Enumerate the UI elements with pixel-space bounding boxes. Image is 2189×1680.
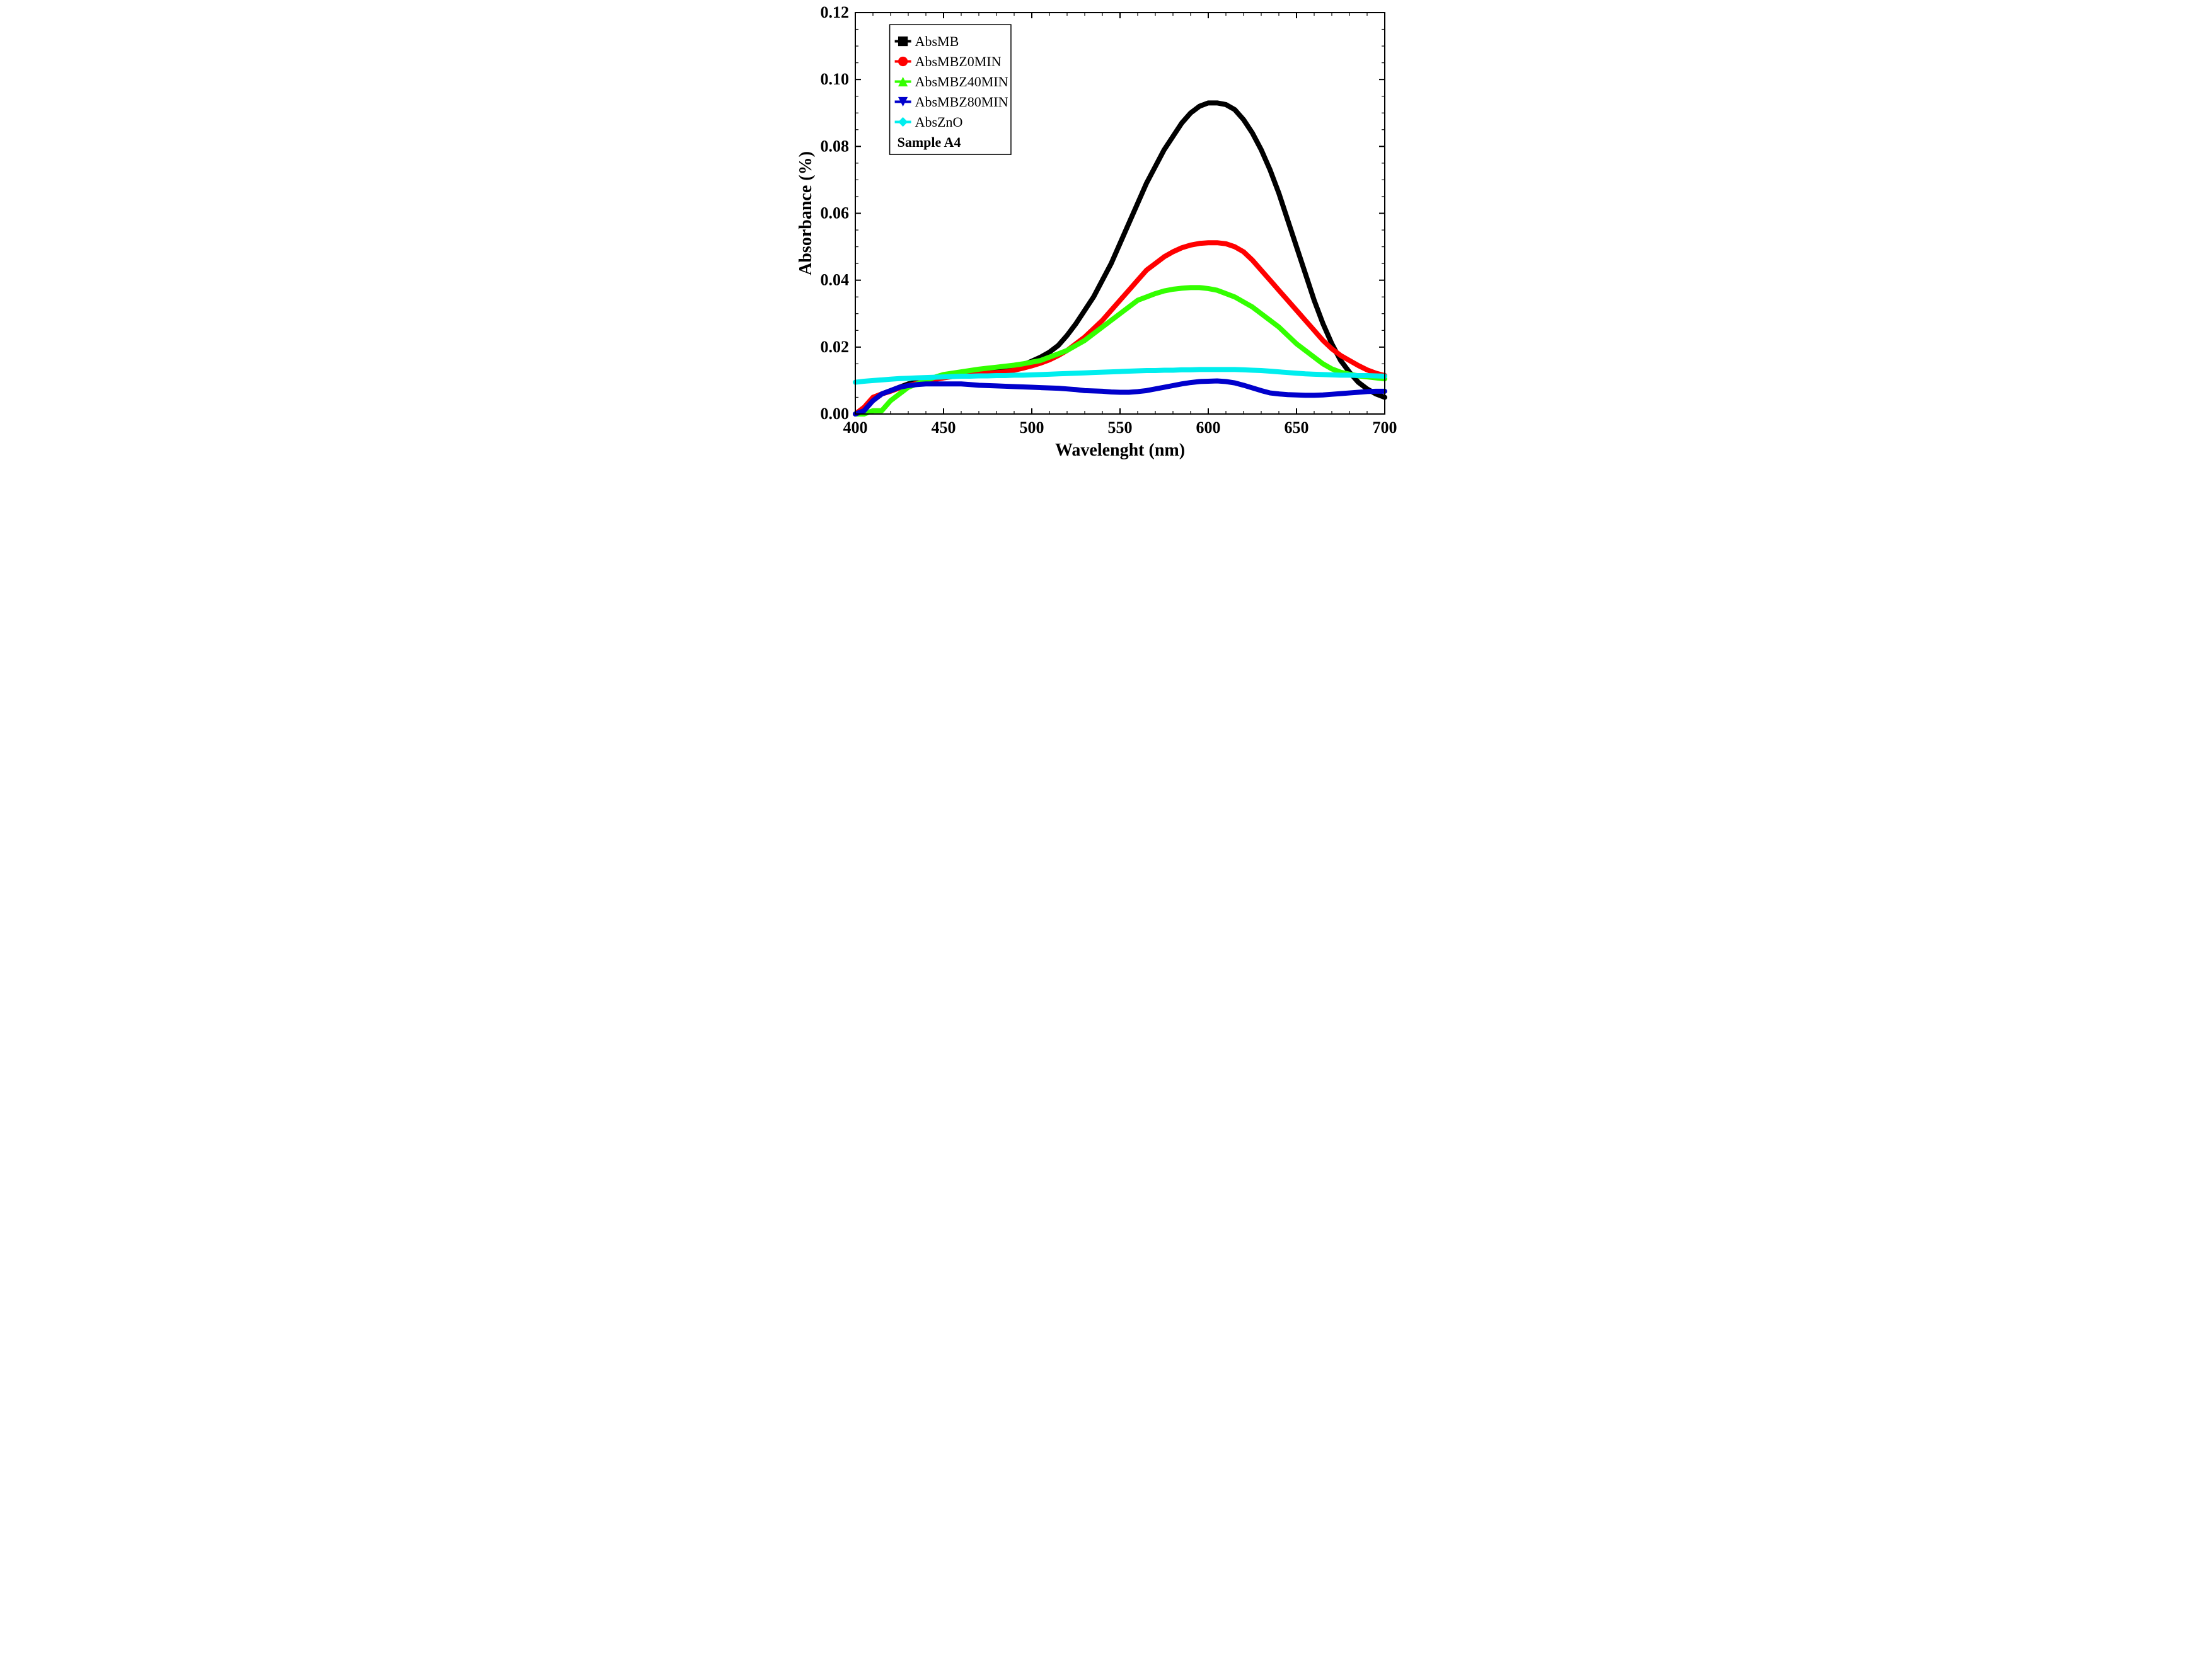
y-tick-label: 0.04 <box>820 271 849 289</box>
y-tick-label: 0.08 <box>820 137 849 155</box>
legend-label: AbsMBZ80MIN <box>915 94 1008 110</box>
x-tick-label: 650 <box>1284 418 1308 437</box>
y-tick-label: 0.02 <box>820 338 849 356</box>
y-tick-label: 0.12 <box>820 3 849 21</box>
y-tick-label: 0.06 <box>820 204 849 222</box>
legend-label: AbsZnO <box>915 114 962 130</box>
legend-label: AbsMBZ40MIN <box>915 74 1008 89</box>
y-tick-label: 0.00 <box>820 405 849 423</box>
legend-sample-label: Sample A4 <box>897 134 961 150</box>
x-tick-label: 500 <box>1019 418 1044 437</box>
legend-label: AbsMBZ0MIN <box>915 54 1001 69</box>
x-axis-label: Wavelenght (nm) <box>1054 440 1184 460</box>
absorbance-chart: 400450500550600650700Wavelenght (nm)0.00… <box>792 0 1397 464</box>
x-tick-label: 550 <box>1107 418 1132 437</box>
y-tick-label: 0.10 <box>820 70 849 88</box>
legend-label: AbsMB <box>915 33 959 49</box>
chart-container: 400450500550600650700Wavelenght (nm)0.00… <box>792 0 1397 464</box>
legend: AbsMB AbsMBZ0MIN AbsMBZ40MIN AbsMBZ80MIN Abs… <box>889 25 1010 154</box>
y-axis-label: Absorbance (%) <box>796 151 816 275</box>
x-tick-label: 700 <box>1372 418 1397 437</box>
x-tick-label: 450 <box>931 418 956 437</box>
x-tick-label: 600 <box>1196 418 1220 437</box>
